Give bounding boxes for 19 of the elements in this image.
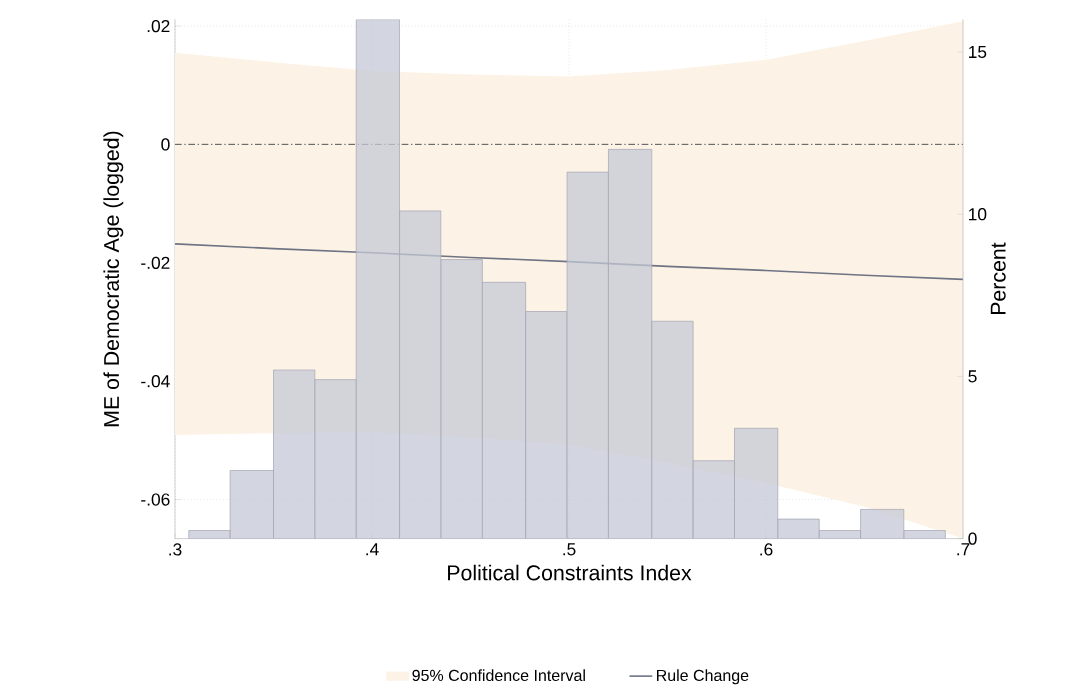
y-axis-title: ME of Democratic Age (logged) [103,131,124,427]
y2-axis-title: Percent [990,242,1006,315]
x-tick-label: .5 [563,543,576,556]
legend-label: Rule Change [657,669,749,685]
text: 95% Confidence Interval [412,669,585,682]
y2-tick-label: 10 [969,208,987,221]
y-tick-label: -.02 [141,256,170,269]
y2-tick-label: 0 [968,532,977,545]
x-tick-label: .7 [957,543,970,556]
y2-tick-label: 5 [968,370,977,383]
x-axis-title: Political Constraints Index [448,564,692,581]
y2-tick-label: 15 [969,45,987,59]
y-tick-label: 0 [161,138,170,151]
x-tick-label: .6 [760,543,773,556]
x-tick-label: .3 [169,543,182,556]
y-tick-label: -.04 [141,375,170,388]
y-tick-label: .02 [147,19,170,33]
x-tick-label: .4 [366,543,379,556]
y-tick-label: -.06 [141,493,170,506]
